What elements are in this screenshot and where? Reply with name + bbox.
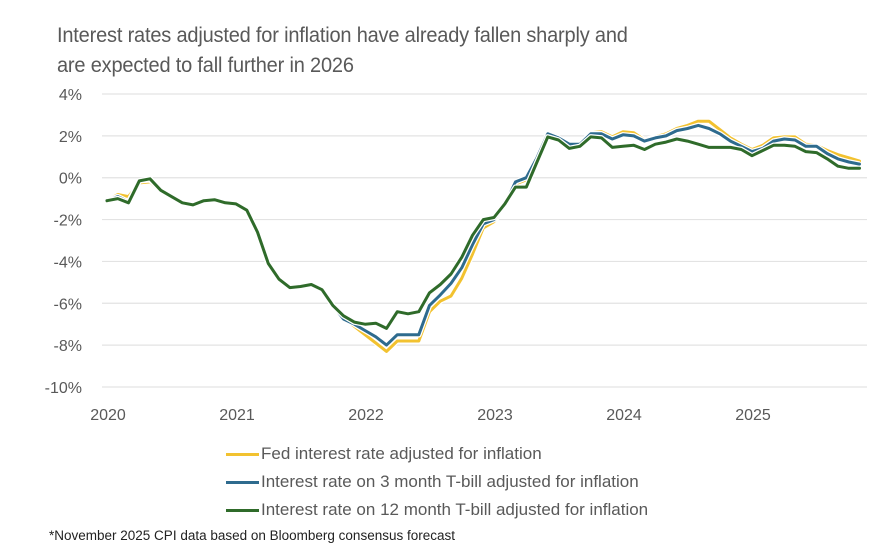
legend-label-3m-tbill: Interest rate on 3 month T-bill adjusted… (261, 472, 639, 491)
legend-swatch-3m-tbill (226, 480, 259, 484)
legend-label-12m-tbill: Interest rate on 12 month T-bill adjuste… (261, 500, 649, 519)
x-tick-label: 2022 (348, 407, 384, 424)
y-tick-label: -8% (54, 338, 82, 355)
y-tick-label: 2% (59, 129, 82, 146)
x-axis-ticks: 2020 2021 2022 2023 2024 2025 (90, 407, 771, 424)
legend-item-12m-tbill[interactable]: Interest rate on 12 month T-bill adjuste… (226, 496, 648, 524)
series-line-3m-tbill-halo (106, 122, 861, 348)
x-tick-label: 2020 (90, 407, 126, 424)
x-tick-label: 2023 (477, 407, 513, 424)
legend-label-fed-rate: Fed interest rate adjusted for inflation (261, 444, 542, 463)
series-line-3m-tbill[interactable] (105, 123, 861, 347)
chart-title-line-1: Interest rates adjusted for inflation ha… (57, 23, 628, 47)
series-lines (105, 118, 861, 355)
y-tick-label: 4% (59, 87, 82, 104)
x-tick-label: 2024 (606, 407, 642, 424)
y-axis-ticks: 4% 2% 0% -2% -4% -6% -8% -10% (45, 87, 82, 397)
footnote: *November 2025 CPI data based on Bloombe… (49, 528, 455, 543)
gridlines (102, 93, 867, 388)
legend-item-3m-tbill[interactable]: Interest rate on 3 month T-bill adjusted… (226, 468, 648, 496)
chart-title-line-2: are expected to fall further in 2026 (57, 53, 354, 77)
legend-item-fed-rate[interactable]: Fed interest rate adjusted for inflation (226, 440, 648, 468)
chart-title: Interest rates adjusted for inflation ha… (57, 20, 764, 80)
x-tick-label: 2021 (219, 407, 255, 424)
legend: Fed interest rate adjusted for inflation… (226, 440, 648, 524)
y-tick-label: -6% (54, 296, 82, 313)
y-tick-label: -10% (45, 380, 82, 397)
y-tick-label: 0% (59, 171, 82, 188)
series-line-12m-tbill[interactable] (105, 135, 861, 330)
legend-swatch-fed-rate (226, 452, 259, 456)
y-tick-label: -2% (54, 213, 82, 230)
legend-swatch-12m-tbill (226, 508, 259, 512)
y-tick-label: -4% (54, 254, 82, 271)
x-tick-label: 2025 (735, 407, 771, 424)
